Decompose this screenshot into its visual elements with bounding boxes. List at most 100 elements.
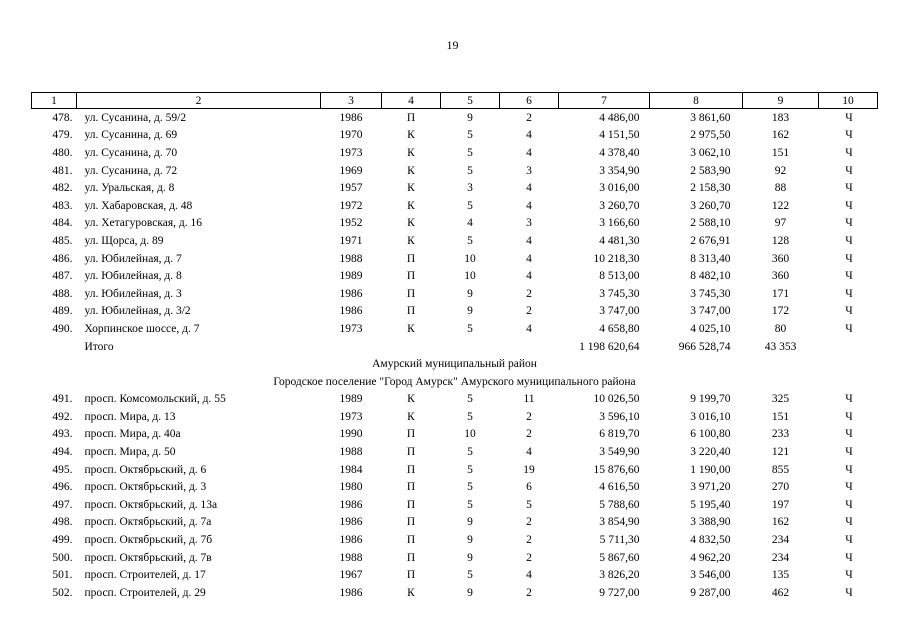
table-cell: 1989 — [339, 393, 363, 406]
table-row: 486. ул. Юбилейная, д. 7 1988 П 10 4 10 218,30… — [32, 250, 878, 268]
table-cell: ул. Юбилейная, д. 3 — [84, 287, 182, 300]
table-cell: 4 — [526, 146, 532, 159]
table-cell: просп. Мира, д. 40а — [84, 428, 181, 441]
table-row: 492. просп. Мира, д. 13 1973 К 5 2 3 596,10 3 0… — [32, 408, 878, 426]
table-cell: 1989 — [339, 270, 363, 283]
column-number: 10 — [818, 92, 878, 109]
table-cell: 360 — [771, 252, 790, 265]
table-row: 493. просп. Мира, д. 40а 1990 П 10 2 6 819,70 6… — [32, 426, 878, 444]
column-number: 9 — [742, 92, 819, 109]
table-cell: 4 — [526, 234, 532, 247]
table-cell: 491. — [52, 393, 73, 406]
table-cell: 151 — [771, 410, 790, 423]
table-cell: 2 — [526, 287, 532, 300]
table-cell: К — [407, 164, 415, 177]
table-cell: 5 — [467, 322, 473, 335]
table-cell: Ч — [845, 463, 853, 476]
table-cell: 3 166,60 — [599, 217, 640, 230]
table-cell: 3 016,10 — [690, 410, 731, 423]
table-cell: 1988 — [339, 446, 363, 459]
table-cell: 2 583,90 — [690, 164, 731, 177]
table-cell: 2 676,91 — [690, 234, 731, 247]
total-label: Итого — [84, 340, 114, 353]
table-cell: 3 — [526, 164, 532, 177]
table-cell: 9 — [467, 305, 473, 318]
table-row: 491. просп. Комсомольский, д. 55 1989 К 5 11 1… — [32, 391, 878, 409]
table-cell: 5 — [467, 481, 473, 494]
column-number: 7 — [558, 92, 650, 109]
table-cell: 183 — [771, 111, 790, 124]
table-cell: 270 — [771, 481, 790, 494]
table-cell: 9 — [467, 287, 473, 300]
table-cell: просп. Октябрьский, д. 13а — [84, 498, 218, 511]
table-cell: 500. — [52, 551, 73, 564]
table-cell: 3 854,90 — [599, 516, 640, 529]
table-cell: ул. Уральская, д. 8 — [84, 182, 175, 195]
table-cell: Ч — [845, 551, 853, 564]
table-cell: 4 151,50 — [599, 129, 640, 142]
table-cell: 1971 — [339, 234, 363, 247]
table-cell: Ч — [845, 146, 853, 159]
table-cell: просп. Октябрьский, д. 7б — [84, 534, 213, 547]
table-row: 487. ул. Юбилейная, д. 8 1989 П 10 4 8 513,00 8… — [32, 267, 878, 285]
table-cell: 5 — [467, 446, 473, 459]
table-cell: просп. Октябрьский, д. 7а — [84, 516, 212, 529]
table-cell: 6 100,80 — [690, 428, 731, 441]
table-cell: 9 199,70 — [690, 393, 731, 406]
total-area: 1 198 620,64 — [579, 340, 640, 353]
table-cell: 501. — [52, 569, 73, 582]
table-row: 483. ул. Хабаровская, д. 48 1972 К 5 4 3 260,7… — [32, 197, 878, 215]
table-cell: 495. — [52, 463, 73, 476]
table-cell: 197 — [771, 498, 790, 511]
table-cell: П — [406, 551, 416, 564]
table-cell: 462 — [771, 586, 790, 599]
table-cell: 1972 — [339, 199, 363, 212]
table-cell: 496. — [52, 481, 73, 494]
table-cell: 3 062,10 — [690, 146, 731, 159]
table-cell: 1990 — [339, 428, 363, 441]
table-cell: 2 — [526, 586, 532, 599]
table-cell: 1957 — [339, 182, 363, 195]
table-cell: 1984 — [339, 463, 363, 476]
district-heading: Амурский муниципальный район — [372, 358, 537, 371]
table-cell: 3 745,30 — [599, 287, 640, 300]
table-cell: 10 026,50 — [593, 393, 640, 406]
table-row: 485. ул. Щорса, д. 89 1971 К 5 4 4 481,30 2 676… — [32, 232, 878, 250]
group1-rows: 478. ул. Сусанина, д. 59/2 1986 П 9 2 4 486,00… — [32, 109, 878, 338]
column-number-row: 1 2 3 4 5 6 7 8 9 10 — [31, 92, 878, 109]
table-cell: П — [406, 252, 416, 265]
table-cell: 9 — [467, 551, 473, 564]
table-cell: 151 — [771, 146, 790, 159]
housing-registry-table: 1 2 3 4 5 6 7 8 9 10 478. ул. Сусанина, д… — [31, 92, 878, 602]
table-cell: 234 — [771, 534, 790, 547]
table-cell: 494. — [52, 446, 73, 459]
table-cell: 8 482,10 — [690, 270, 731, 283]
table-cell: 480. — [52, 146, 73, 159]
table-cell: просп. Строителей, д. 17 — [84, 569, 206, 582]
table-cell: 5 — [467, 393, 473, 406]
table-cell: 9 — [467, 586, 473, 599]
table-cell: ул. Хетагуровская, д. 16 — [84, 217, 203, 230]
table-header: 1 2 3 4 5 6 7 8 9 10 — [31, 92, 878, 109]
table-cell: 3 747,00 — [599, 305, 640, 318]
column-number: 6 — [499, 92, 559, 109]
table-cell: 4 — [526, 569, 532, 582]
table-cell: 1967 — [339, 569, 363, 582]
table-cell: ул. Хабаровская, д. 48 — [84, 199, 193, 212]
table-cell: Ч — [845, 287, 853, 300]
table-row: 501. просп. Строителей, д. 17 1967 П 5 4 3 826… — [32, 566, 878, 584]
table-cell: 3 260,70 — [690, 199, 731, 212]
table-cell: 325 — [771, 393, 790, 406]
table-cell: Ч — [845, 410, 853, 423]
table-cell: просп. Октябрьский, д. 3 — [84, 481, 207, 494]
table-cell: 1986 — [339, 305, 363, 318]
table-cell: 3 220,40 — [690, 446, 731, 459]
table-row: 499. просп. Октябрьский, д. 7б 1986 П 9 2 5 71… — [32, 531, 878, 549]
table-cell: ул. Щорса, д. 89 — [84, 234, 164, 247]
table-cell: Ч — [845, 199, 853, 212]
table-cell: 3 260,70 — [599, 199, 640, 212]
table-cell: 5 — [526, 498, 532, 511]
table-cell: 3 546,00 — [690, 569, 731, 582]
table-cell: Ч — [845, 270, 853, 283]
table-cell: 4 025,10 — [690, 322, 731, 335]
